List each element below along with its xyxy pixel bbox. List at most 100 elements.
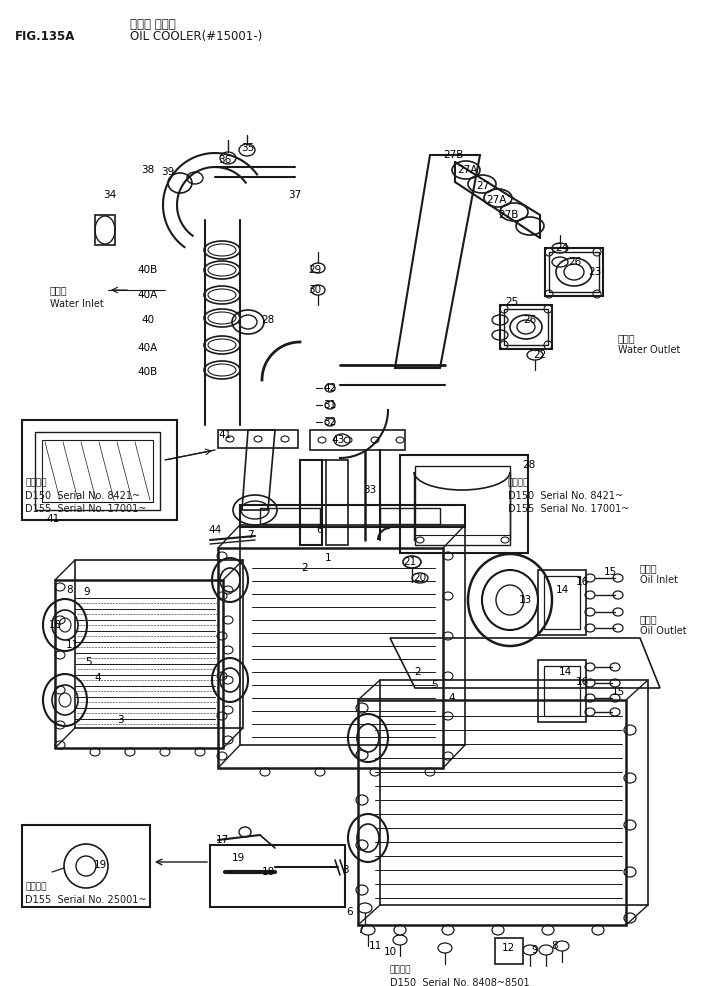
Text: 17: 17: [215, 835, 228, 845]
Text: 8: 8: [552, 941, 558, 951]
Text: 27A: 27A: [486, 195, 506, 205]
Text: 油出口: 油出口: [640, 614, 657, 624]
Text: 18: 18: [262, 867, 275, 877]
Text: 15: 15: [612, 687, 625, 697]
Bar: [240, 525, 465, 745]
Text: 28: 28: [262, 315, 275, 325]
Text: 10: 10: [49, 620, 62, 630]
Bar: [549, 252, 599, 292]
Text: 適用号奉: 適用号奉: [25, 478, 46, 487]
Text: OIL COOLER(#15001-): OIL COOLER(#15001-): [130, 30, 262, 43]
Text: 39: 39: [162, 167, 174, 177]
Text: 41: 41: [46, 514, 59, 524]
Bar: [240, 505, 465, 527]
Text: 6: 6: [316, 525, 323, 535]
Text: 9: 9: [84, 587, 90, 597]
Text: 適用号奉: 適用号奉: [390, 965, 411, 974]
Text: 適用号奉: 適用号奉: [25, 882, 46, 891]
Bar: [260, 508, 320, 524]
Text: 40B: 40B: [138, 367, 158, 377]
Bar: [300, 460, 322, 545]
Text: 43: 43: [331, 435, 344, 445]
Bar: [218, 548, 443, 768]
Text: 28: 28: [522, 460, 535, 470]
Text: D150  Serial No. 8421~: D150 Serial No. 8421~: [25, 491, 140, 501]
Text: 19: 19: [93, 860, 107, 870]
Bar: [538, 660, 586, 722]
Text: 3: 3: [117, 715, 123, 725]
Text: 水出口: 水出口: [618, 333, 636, 343]
Text: 25: 25: [505, 297, 519, 307]
Bar: [55, 580, 223, 748]
Bar: [545, 248, 603, 296]
Text: 14: 14: [558, 667, 572, 677]
Bar: [22, 825, 150, 907]
Text: Oil Inlet: Oil Inlet: [640, 575, 678, 585]
Text: 10: 10: [383, 947, 396, 957]
Bar: [75, 560, 243, 728]
Text: 41: 41: [219, 430, 231, 440]
Bar: [358, 700, 626, 925]
Text: 35: 35: [241, 143, 254, 153]
Text: D155  Serial No. 17001~: D155 Serial No. 17001~: [25, 504, 146, 514]
Bar: [210, 845, 345, 907]
Text: Water Inlet: Water Inlet: [50, 299, 104, 309]
Text: 9: 9: [531, 945, 538, 955]
Text: 油入口: 油入口: [640, 563, 657, 573]
Bar: [500, 305, 552, 349]
Text: 19: 19: [231, 853, 245, 863]
Text: 23: 23: [588, 267, 602, 277]
Text: 37: 37: [288, 190, 302, 200]
Text: 15: 15: [603, 567, 617, 577]
Text: 32: 32: [323, 417, 337, 427]
Text: 5: 5: [84, 657, 91, 667]
Text: 26: 26: [568, 257, 581, 267]
Text: 27A: 27A: [457, 165, 477, 175]
Text: 1: 1: [325, 553, 331, 563]
Bar: [326, 460, 348, 545]
Text: FIG.135A: FIG.135A: [15, 30, 75, 43]
Text: Oil Outlet: Oil Outlet: [640, 626, 687, 636]
Text: 22: 22: [534, 350, 547, 360]
Text: 適用号奉: 適用号奉: [508, 478, 529, 487]
Text: 5: 5: [432, 680, 438, 690]
Text: 40A: 40A: [138, 343, 158, 353]
Text: 12: 12: [501, 943, 515, 953]
Text: 3: 3: [342, 865, 348, 875]
Bar: [544, 666, 580, 716]
Bar: [380, 680, 648, 905]
Bar: [400, 455, 528, 553]
Text: 11: 11: [65, 640, 79, 650]
Text: 27: 27: [477, 181, 489, 191]
Text: 6: 6: [347, 907, 354, 917]
Text: 34: 34: [103, 190, 117, 200]
Text: 21: 21: [404, 557, 417, 567]
Text: 4: 4: [449, 693, 456, 703]
Bar: [538, 570, 586, 635]
Bar: [504, 309, 548, 345]
Text: D150  Serial No. 8421~: D150 Serial No. 8421~: [508, 491, 623, 501]
Text: D155  Serial No. 25001~: D155 Serial No. 25001~: [25, 895, 146, 905]
Text: 7: 7: [356, 925, 363, 935]
Text: 38: 38: [141, 165, 155, 175]
Text: 16: 16: [575, 577, 588, 587]
Text: 44: 44: [208, 525, 221, 535]
Text: オイル クーラ: オイル クーラ: [130, 18, 176, 31]
Text: 20: 20: [413, 573, 427, 583]
Text: 30: 30: [309, 285, 321, 295]
Text: 27B: 27B: [443, 150, 463, 160]
Bar: [544, 576, 580, 629]
Text: 13: 13: [518, 595, 531, 605]
Text: 4: 4: [95, 673, 101, 683]
Text: 14: 14: [555, 585, 569, 595]
Text: D150  Serial No. 8408~8501: D150 Serial No. 8408~8501: [390, 978, 529, 986]
Text: 27B: 27B: [498, 210, 518, 220]
Bar: [380, 508, 440, 524]
Text: 7: 7: [247, 530, 253, 540]
Text: 2: 2: [415, 667, 421, 677]
Text: 8: 8: [67, 585, 73, 595]
Text: 31: 31: [323, 400, 337, 410]
Text: 水入口: 水入口: [50, 285, 67, 295]
Text: D155  Serial No. 17001~: D155 Serial No. 17001~: [508, 504, 629, 514]
Bar: [495, 938, 523, 964]
